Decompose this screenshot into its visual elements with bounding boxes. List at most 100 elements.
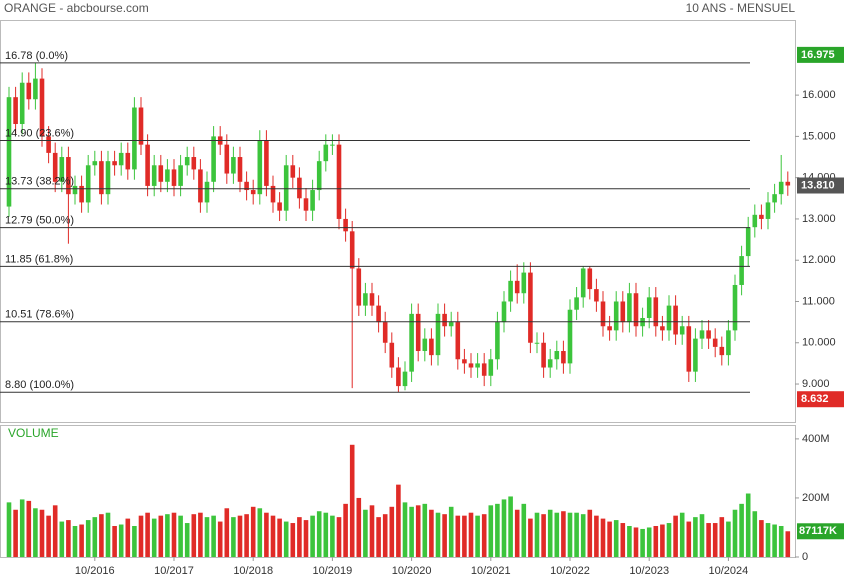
x-tick-label: 10/2019 [313, 565, 353, 577]
volume-marker [797, 523, 844, 540]
candle-body [547, 359, 553, 368]
volume-bar [376, 517, 381, 557]
volume-bar [316, 511, 322, 557]
level-label: 8.80 (100.0%) [5, 379, 74, 391]
candle-body [481, 363, 487, 376]
x-tick-label: 10/2022 [550, 565, 590, 577]
candle-body [26, 82, 32, 100]
candle-body [85, 165, 91, 203]
volume-bar [660, 524, 665, 557]
candle-body [521, 272, 527, 294]
y-tick-label: 16.000 [802, 89, 836, 101]
candle-body [402, 371, 408, 387]
volume-bar [693, 517, 698, 557]
candle-body [178, 165, 183, 186]
candle-body [778, 181, 784, 195]
volume-bar [561, 511, 566, 557]
volume-bar [666, 523, 672, 557]
candle-body [699, 330, 705, 339]
candle-body [739, 256, 744, 285]
candle-body [244, 181, 249, 191]
candle-body [719, 346, 725, 356]
volume-bar [171, 512, 177, 557]
candle-body [250, 190, 256, 195]
candle-body [679, 326, 685, 335]
volume-bar [745, 493, 751, 557]
volume-bar [363, 509, 368, 557]
candle-body [462, 359, 467, 364]
volume-bar [290, 523, 296, 557]
candle-body [726, 330, 731, 356]
candle-body [501, 301, 507, 323]
candle-body [33, 78, 38, 100]
candle-body [125, 152, 131, 170]
price-marker-label: 8.632 [801, 393, 829, 405]
candle-body [184, 157, 190, 166]
volume-bar [541, 514, 546, 557]
volume-bar [349, 444, 355, 557]
candle-body [72, 185, 78, 195]
candle-body [488, 359, 494, 376]
volume-bar [409, 506, 414, 557]
volume-bar [125, 518, 131, 557]
candle-body [264, 140, 269, 186]
volume-bar [620, 523, 626, 557]
candle-body [567, 309, 573, 364]
candle-body [627, 293, 632, 323]
candle-body [283, 165, 289, 211]
volume-bar [323, 512, 329, 557]
candle-body [277, 202, 282, 211]
price-marker [797, 46, 844, 63]
candle-body [607, 326, 612, 331]
volume-bar [343, 503, 348, 557]
volume-bar [264, 512, 269, 557]
candle-body [541, 342, 546, 368]
volume-bar [752, 511, 758, 557]
candle-body [706, 330, 711, 339]
candle-body [290, 165, 296, 178]
y-tick-label: 13.000 [802, 213, 836, 225]
level-label: 14.90 (23.6%) [5, 127, 74, 139]
volume-bar [587, 509, 593, 557]
volume-bar [46, 515, 51, 557]
candle-body [224, 144, 230, 174]
level-label: 10.51 (78.6%) [5, 309, 74, 321]
volume-panel [0, 425, 796, 558]
candle-body [422, 338, 428, 352]
candle-body [118, 152, 124, 166]
volume-bar [184, 523, 190, 557]
volume-marker-label: 87117K [799, 525, 837, 537]
candle-body [574, 297, 579, 310]
candle-body [666, 305, 672, 331]
y-tick-label: 9.000 [802, 378, 830, 390]
candle-body [343, 218, 348, 232]
volume-bar [356, 497, 362, 557]
volume-bar [653, 525, 659, 557]
volume-bar [369, 505, 375, 557]
candle-body [759, 214, 764, 219]
candle-body [409, 313, 414, 372]
candle-body [448, 322, 454, 327]
volume-bar [79, 524, 84, 557]
volume-bar [646, 527, 652, 557]
candle-body [13, 97, 18, 125]
volume-bar [118, 524, 124, 557]
volume-bar [574, 512, 579, 557]
volume-bar [594, 515, 599, 557]
volume-bar [402, 502, 408, 557]
volume-bar [217, 521, 223, 557]
level-label: 13.73 (38.2%) [5, 176, 74, 188]
volume-bar [508, 496, 513, 557]
volume-bar [673, 515, 678, 557]
candle-body [204, 181, 210, 203]
candle-body [600, 301, 606, 327]
volume-bar [528, 518, 533, 557]
candle-body [52, 152, 58, 182]
candle-body [475, 363, 480, 368]
candle-body [66, 157, 71, 195]
candle-body [534, 342, 540, 344]
volume-bar [297, 517, 302, 557]
volume-bar [310, 515, 315, 557]
volume-bar [699, 514, 705, 557]
volume-bar [303, 520, 309, 557]
